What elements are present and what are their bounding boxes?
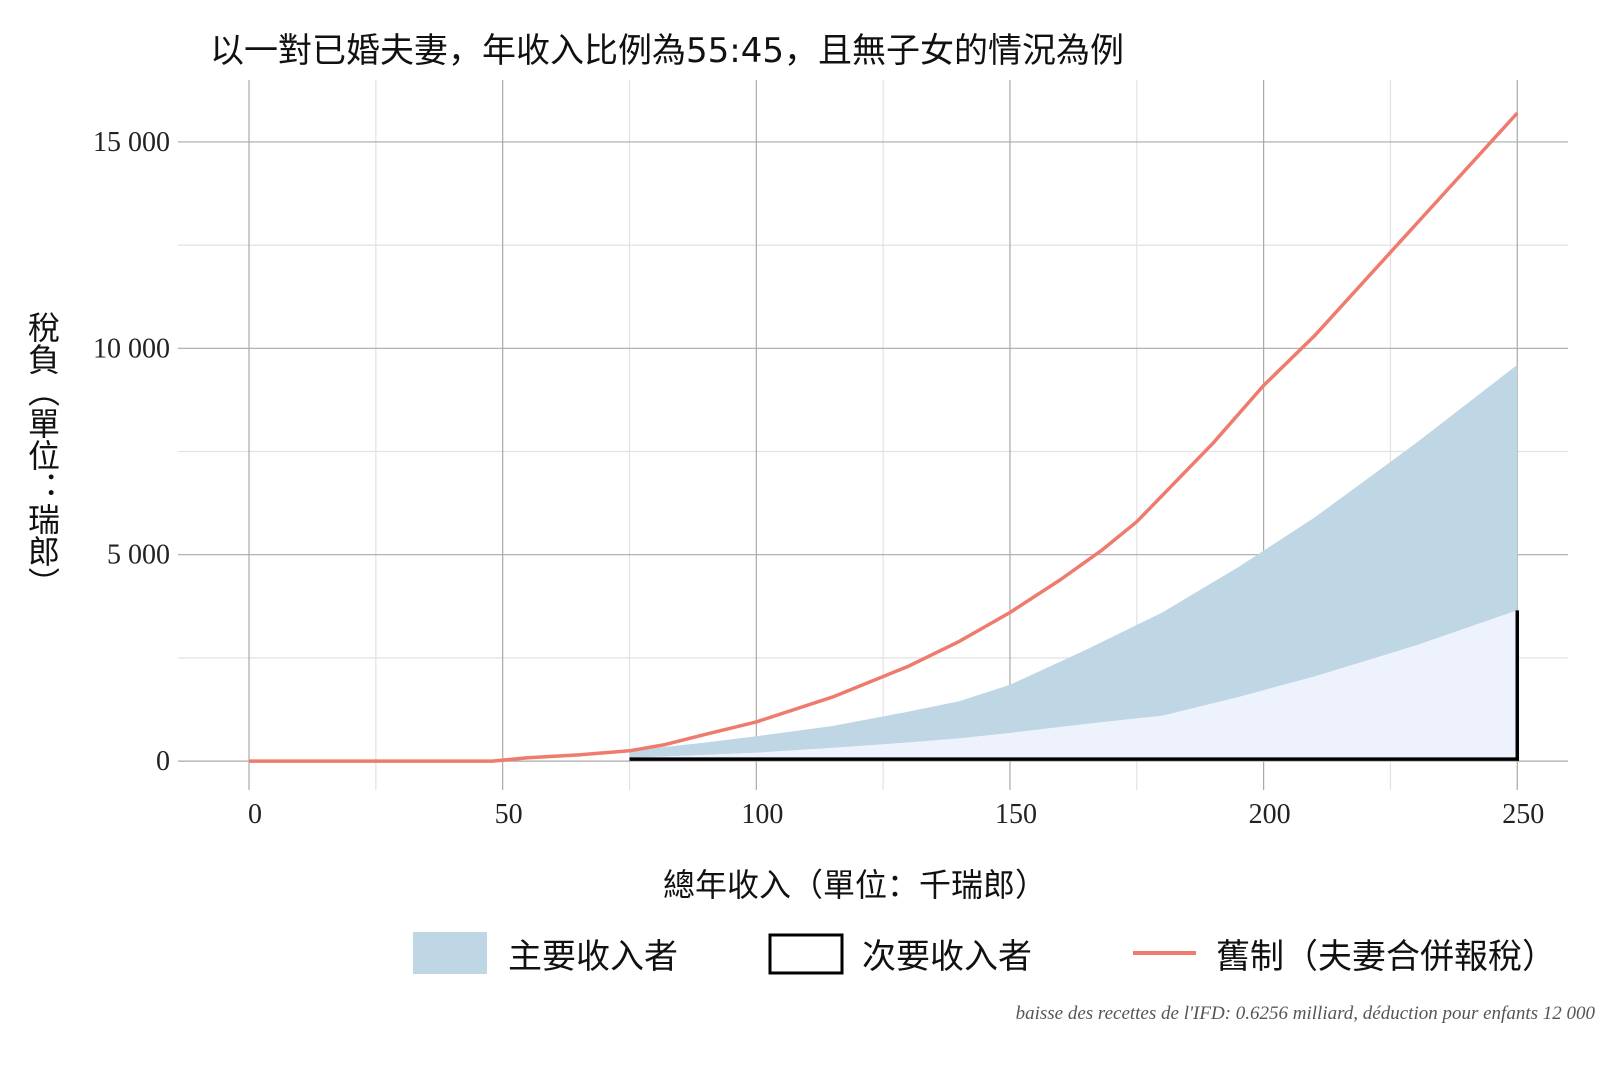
y-tick-label: 0 — [156, 746, 170, 777]
x-tick-label: 200 — [1249, 799, 1291, 830]
y-axis-title: 稅負（單位：瑞郎） — [23, 311, 61, 599]
legend: 主要收入者 次要收入者 舊制（夫妻合併報稅） — [413, 932, 1556, 977]
legend-label-secondary: 次要收入者 — [862, 937, 1032, 977]
x-tick-label: 150 — [995, 799, 1037, 830]
chart-marks — [249, 111, 1520, 763]
x-axis-title: 總年收入（單位：千瑞郎） — [663, 866, 1047, 904]
secondary-earner-area — [629, 610, 1518, 762]
primary-earner-area — [629, 364, 1518, 758]
y-tick-label: 15 000 — [93, 127, 170, 158]
y-tick-label: 5 000 — [107, 540, 170, 571]
secondary-earner-outline — [629, 610, 1520, 761]
x-axis-ticks: 0 50 100 150 200 250 — [248, 799, 1544, 830]
x-tick-label: 0 — [248, 799, 262, 830]
caption: baisse des recettes de l'IFD: 0.6256 mil… — [1016, 1003, 1596, 1024]
x-tick-label: 100 — [741, 799, 783, 830]
legend-label-primary: 主要收入者 — [508, 937, 678, 977]
y-axis-ticks: 0 5 000 10 000 15 000 — [93, 127, 170, 777]
legend-swatch-secondary — [768, 933, 844, 975]
chart-title: 以一對已婚夫妻，年收入比例為55:45，且無子女的情況為例 — [210, 31, 1124, 71]
legend-label-old: 舊制（夫妻合併報稅） — [1216, 937, 1556, 977]
x-tick-label: 50 — [495, 799, 523, 830]
legend-swatch-primary — [413, 932, 487, 974]
old-system-line — [249, 111, 1519, 763]
y-tick-label: 10 000 — [93, 333, 170, 364]
x-tick-label: 250 — [1502, 799, 1544, 830]
